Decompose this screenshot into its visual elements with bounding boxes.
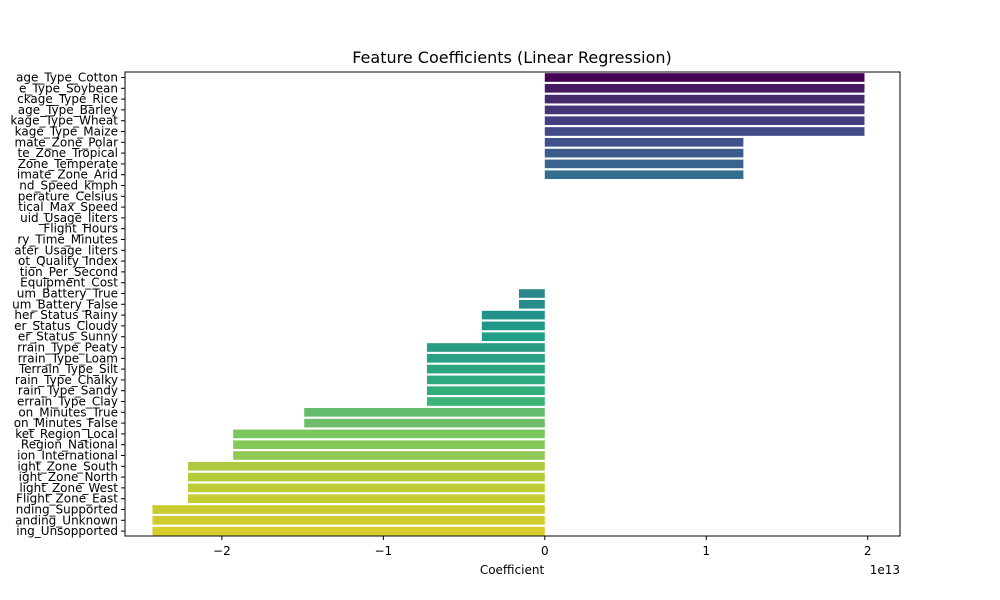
- bar-3: [544, 105, 865, 115]
- bar-37: [187, 472, 545, 482]
- bar-38: [187, 483, 545, 493]
- x-axis-label: Coefficient: [480, 563, 545, 577]
- y-tick-label: ater_Usage_liters: [14, 243, 118, 257]
- y-tick-label: kage_Type_Maize: [15, 125, 118, 139]
- bar-42: [152, 526, 545, 536]
- y-tick-label: on_Minutes_True: [18, 405, 118, 419]
- bar-30: [426, 397, 545, 406]
- y-tick-label: ry_Time_Minutes: [17, 233, 118, 247]
- bar-40: [152, 505, 545, 514]
- bar-6: [544, 137, 744, 147]
- bar-29: [426, 386, 545, 396]
- bar-8: [544, 159, 744, 169]
- y-tick-label: rrain_Type_Peaty: [17, 341, 118, 355]
- y-tick-label: Zone_Temperate: [18, 157, 118, 171]
- y-tick-label: tion_Per_Second: [20, 265, 118, 279]
- y-tick-label: ckage_Type_Rice: [17, 92, 118, 106]
- y-tick-label: um_Battery_False: [12, 297, 118, 311]
- y-tick-label: Region_National: [21, 438, 118, 452]
- bar-35: [233, 451, 545, 460]
- y-tick-label: tical_Max_Speed: [18, 200, 118, 214]
- bar-1: [544, 83, 865, 93]
- bar-34: [233, 440, 545, 450]
- bar-33: [233, 429, 545, 439]
- bar-5: [544, 127, 865, 136]
- y-tick-label: ight_Zone_South: [17, 459, 118, 473]
- y-tick-label: Flight_Zone_East: [16, 492, 118, 506]
- bar-21: [518, 299, 545, 309]
- y-tick-label: er_Status_Cloudy: [14, 319, 118, 333]
- bar-32: [304, 418, 545, 428]
- chart-title: Feature Coefficients (Linear Regression): [352, 48, 672, 67]
- y-tick-label: anding_Unknown: [15, 513, 118, 527]
- y-tick-label: um_Battery_True: [17, 287, 118, 301]
- y-tick-label: perature_Celsius: [18, 189, 118, 203]
- y-tick-label: ight_Zone_North: [19, 470, 118, 484]
- bar-26: [426, 353, 545, 363]
- y-tick-label: on_Minutes_False: [14, 416, 118, 430]
- y-tick-label: mate_Zone_Polar: [15, 135, 119, 149]
- bar-36: [187, 461, 545, 471]
- y-tick-label: Flight_Hours: [43, 222, 118, 236]
- bar-9: [544, 170, 744, 180]
- x-tick-label: 1: [702, 544, 710, 558]
- y-tick-label: Equipment_Cost: [20, 276, 118, 290]
- bar-28: [426, 375, 545, 385]
- bar-31: [304, 407, 545, 417]
- y-tick-label: te_Zone_Tropical: [18, 146, 118, 160]
- y-tick-label: nd_Speed_kmph: [19, 179, 118, 193]
- y-tick-label: Terrain_Type_Silt: [18, 362, 118, 376]
- y-tick-label: her_Status_Rainy: [14, 308, 118, 322]
- bar-22: [481, 310, 545, 320]
- y-tick-label: uid_Usage_liters: [20, 211, 118, 225]
- y-tick-label: er_Status_Sunny: [18, 330, 118, 344]
- y-tick-label: light_Zone_West: [19, 481, 118, 495]
- x-tick-label: 2: [864, 544, 872, 558]
- x-tick-labels: −2 −1 0 1 2: [213, 536, 872, 558]
- x-tick-label: 0: [541, 544, 549, 558]
- x-tick-label: −1: [374, 544, 392, 558]
- bar-39: [187, 494, 545, 504]
- y-tick-label: rain_Type_Sandy: [18, 384, 118, 398]
- bar-24: [481, 332, 545, 342]
- bar-2: [544, 94, 865, 104]
- y-tick-label: nding_Supported: [16, 503, 118, 517]
- bars-layer: [152, 73, 865, 536]
- y-tick-label: ion_International: [17, 449, 118, 463]
- y-tick-label: age_Type_Cotton: [16, 71, 118, 85]
- bar-25: [426, 343, 545, 352]
- y-tick-labels: age_Type_Cottone_Type_Soybeanckage_Type_…: [10, 71, 125, 538]
- y-tick-label: kage_Type_Wheat: [10, 114, 118, 128]
- bar-20: [518, 289, 545, 298]
- bar-4: [544, 116, 865, 126]
- y-tick-label: age_Type_Barley: [18, 103, 118, 117]
- bar-41: [152, 515, 545, 525]
- y-tick-label: rain_Type_Chalky: [15, 373, 118, 387]
- plot-frame: [124, 71, 901, 537]
- x-axis-offset-label: 1e13: [870, 563, 900, 577]
- bar-7: [544, 148, 744, 158]
- x-tick-label: −2: [213, 544, 231, 558]
- y-tick-label: e_Type_Soybean: [19, 81, 118, 95]
- y-tick-label: errain_Type_Clay: [17, 395, 118, 409]
- y-tick-label: ing_Unsopported: [16, 524, 118, 538]
- y-tick-label: rrain_Type_Loam: [18, 351, 118, 365]
- y-tick-label: ket_Region_Local: [15, 427, 118, 441]
- bar-23: [481, 321, 545, 331]
- y-tick-label: imate_Zone_Arid: [17, 168, 118, 182]
- bar-27: [426, 364, 545, 374]
- y-tick-label: ot_Quality_Index: [18, 254, 118, 268]
- bar-0: [544, 73, 865, 82]
